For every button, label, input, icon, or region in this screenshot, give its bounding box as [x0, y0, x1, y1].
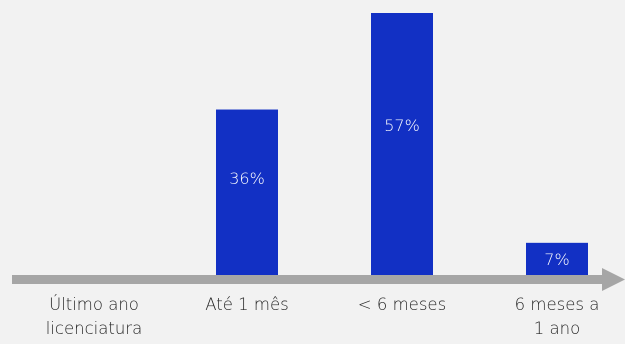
bar-value-label-1: 36% [229, 169, 265, 188]
category-label-0: Último ano licenciatura [46, 295, 142, 338]
category-label-line: Último ano [49, 295, 139, 314]
category-label-line: licenciatura [46, 319, 142, 338]
x-axis-arrowhead [602, 268, 625, 291]
bar-value-label-2: 57% [384, 116, 420, 135]
category-label-line: < 6 meses [358, 295, 446, 314]
category-label-3: 6 meses a 1 ano [515, 295, 600, 338]
bar-3 [526, 242, 588, 275]
bar-1 [216, 109, 278, 276]
category-labels: Último ano licenciatura Até 1 mês < 6 meses… [46, 295, 600, 338]
x-axis-arrow [12, 268, 625, 291]
category-label-line: Até 1 mês [205, 295, 288, 314]
bars-group: 36% 57% 7% [216, 13, 588, 276]
x-axis-line [12, 275, 604, 284]
category-label-line: 6 meses a [515, 295, 600, 314]
category-label-line: 1 ano [534, 319, 580, 338]
bar-2 [371, 13, 433, 275]
category-label-2: < 6 meses [358, 295, 446, 314]
bar-value-label-3: 7% [544, 250, 569, 269]
category-label-1: Até 1 mês [205, 295, 288, 314]
